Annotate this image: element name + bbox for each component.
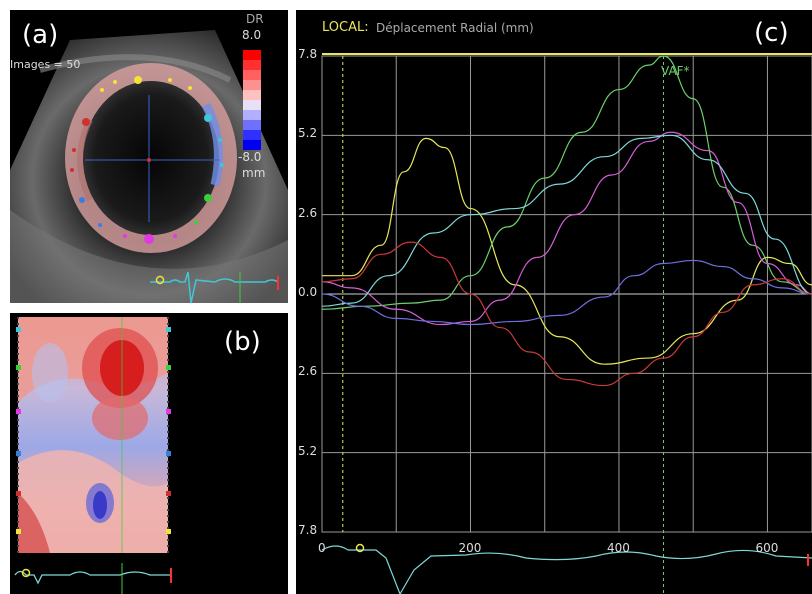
ecg-trace xyxy=(321,545,812,594)
displacement-map xyxy=(14,317,172,594)
panel-b-letter: (b) xyxy=(224,327,261,357)
series-line-cyan xyxy=(321,134,812,307)
line-chart xyxy=(321,53,812,594)
y-tick-label: 7.8 xyxy=(298,523,318,537)
radial-displacement-chart-panel: LOCAL: Déplacement Radial (mm) (c) 7.8 5.… xyxy=(296,10,812,594)
series-line-magenta xyxy=(321,131,812,326)
x-tick-label: 600 xyxy=(755,541,779,555)
panel-a-letter: (a) xyxy=(22,20,59,50)
tracking-points xyxy=(70,76,224,244)
ecg-trace xyxy=(14,570,170,585)
displacement-map-panel: (b) xyxy=(10,313,288,594)
series-line-green xyxy=(321,55,812,310)
series-line-blue xyxy=(321,259,812,326)
panel-c-letter: (c) xyxy=(754,18,789,48)
color-scale-bar xyxy=(243,50,261,150)
y-tick-label: 5.2 xyxy=(298,443,318,458)
scale-unit-label: mm xyxy=(242,166,266,180)
scale-bottom-label: -8.0 xyxy=(238,150,262,164)
scale-top-label: 8.0 xyxy=(242,28,262,42)
y-tick-label: 0.0 xyxy=(298,285,318,299)
scale-title: DR xyxy=(246,12,264,26)
echo-image-panel: (a) Images = 50 DR 8.0 -8.0 mm xyxy=(10,10,288,303)
chart-title: Déplacement Radial (mm) xyxy=(376,21,534,35)
images-count-label: Images = 50 xyxy=(10,58,81,71)
series-line-yellow xyxy=(322,137,812,365)
x-tick-label: 200 xyxy=(458,541,482,555)
y-tick-label: 2.6 xyxy=(298,364,318,379)
echo-image xyxy=(10,30,288,303)
ecg-cursor xyxy=(355,543,365,553)
x-tick-label: 0 xyxy=(318,541,326,555)
series-line-red xyxy=(321,241,812,387)
ecg-trace xyxy=(150,271,279,303)
chart-grid xyxy=(321,53,812,594)
chart-series xyxy=(321,55,812,594)
y-tick-label: 2.6 xyxy=(298,205,318,220)
x-tick-label: 400 xyxy=(606,541,630,555)
vaf-marker-label: VAF* xyxy=(661,64,690,78)
y-tick-label: 7.8 xyxy=(298,47,318,61)
local-label: LOCAL: xyxy=(322,20,369,35)
y-tick-label: 5.2 xyxy=(298,126,318,141)
